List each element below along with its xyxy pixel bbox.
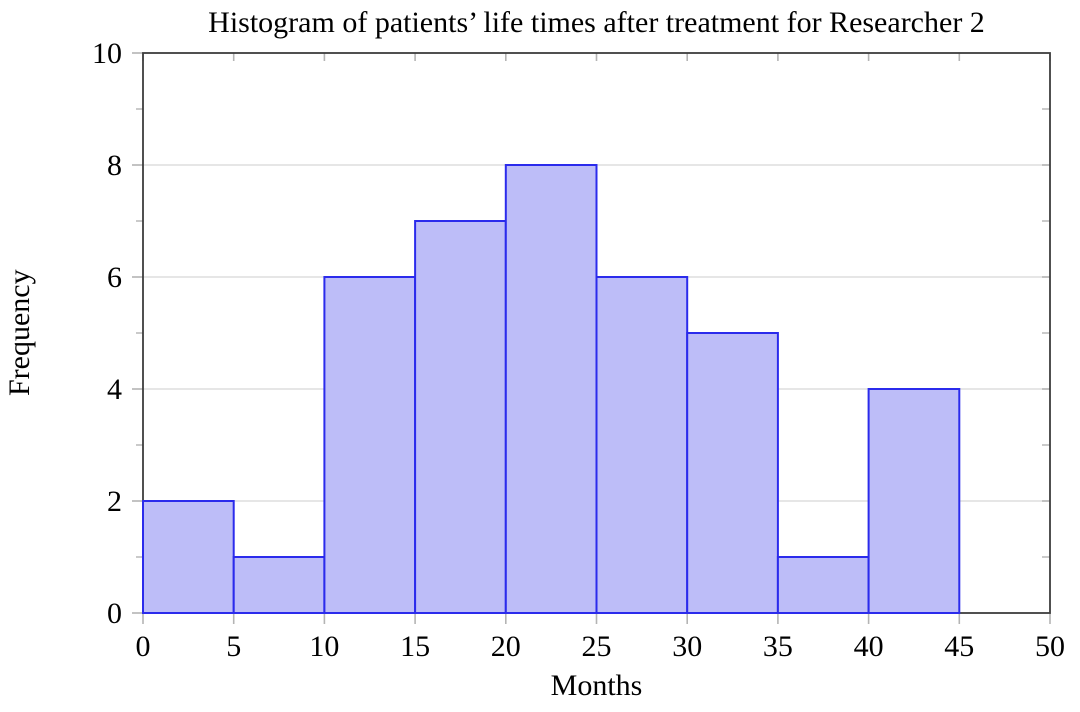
x-tick-label: 10 bbox=[309, 630, 339, 663]
x-tick-label: 20 bbox=[491, 630, 521, 663]
histogram-bar bbox=[867, 388, 961, 614]
histogram-bar bbox=[323, 276, 417, 614]
x-tick-label: 35 bbox=[763, 630, 793, 663]
x-tick-label: 25 bbox=[582, 630, 612, 663]
histogram-bar bbox=[232, 556, 326, 614]
histogram-bar bbox=[504, 164, 598, 614]
x-tick-label: 5 bbox=[226, 630, 241, 663]
histogram-bar bbox=[414, 220, 507, 614]
histogram-bar bbox=[776, 556, 870, 614]
y-axis-title: Frequency bbox=[3, 269, 36, 397]
x-tick-label: 15 bbox=[400, 630, 430, 663]
y-tick-label: 6 bbox=[107, 261, 122, 294]
histogram-bar bbox=[142, 500, 235, 614]
y-tick-label: 10 bbox=[92, 37, 122, 70]
histogram-bar bbox=[686, 332, 779, 614]
x-tick-label: 30 bbox=[672, 630, 702, 663]
x-tick-label: 0 bbox=[136, 630, 151, 663]
histogram-bar bbox=[595, 276, 689, 614]
x-tick-label: 45 bbox=[944, 630, 974, 663]
x-axis-title: Months bbox=[550, 669, 643, 702]
chart-title: Histogram of patients’ life times after … bbox=[208, 6, 985, 39]
y-tick-label: 4 bbox=[107, 373, 122, 406]
y-tick-label: 0 bbox=[107, 597, 122, 630]
y-tick-label: 8 bbox=[107, 149, 122, 182]
x-tick-label: 50 bbox=[1035, 630, 1065, 663]
x-tick-label: 40 bbox=[854, 630, 884, 663]
y-tick-label: 2 bbox=[107, 485, 122, 518]
